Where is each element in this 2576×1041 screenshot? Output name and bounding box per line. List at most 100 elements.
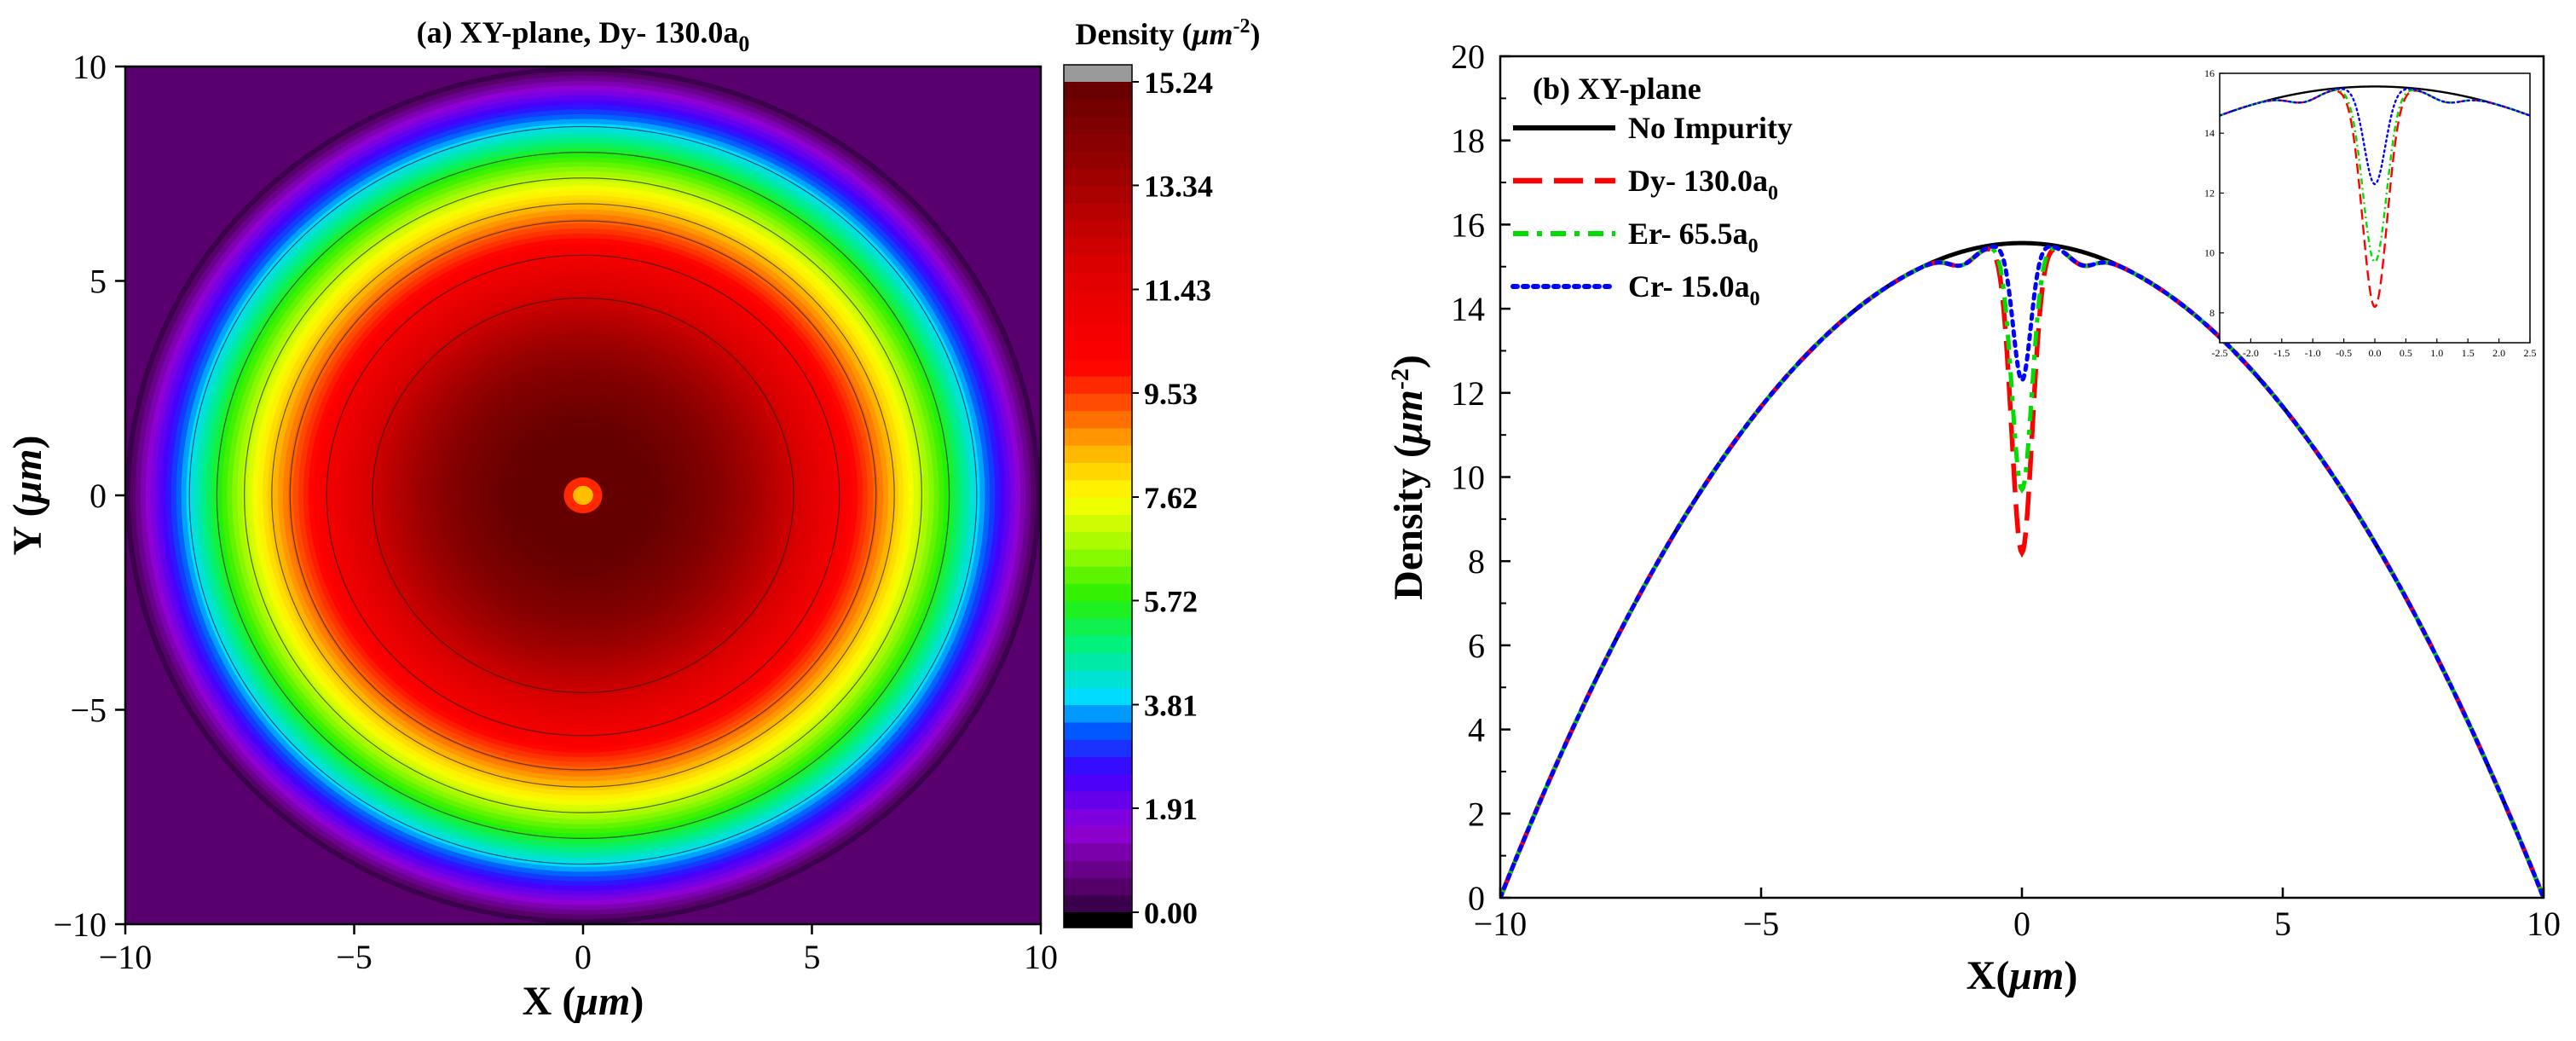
colorbar-band bbox=[1064, 462, 1132, 481]
inset-x-tick-label: -1.5 bbox=[2273, 347, 2290, 359]
legend-label: Cr- 15.0a0 bbox=[1628, 269, 1760, 310]
heatmap-title: (a) XY-plane, Dy- 130.0a0 bbox=[417, 15, 750, 56]
legend-label: Dy- 130.0a0 bbox=[1628, 164, 1778, 205]
inset-x-tick-label: 0.0 bbox=[2369, 347, 2382, 359]
legend-label-name: Cr- 15.0a bbox=[1628, 269, 1750, 304]
colorbar-band bbox=[1064, 393, 1132, 412]
colorbar-band bbox=[1064, 99, 1132, 118]
inset-x-tick-label: -2.5 bbox=[2212, 347, 2228, 359]
colorbar-band bbox=[1064, 254, 1132, 273]
impurity-core bbox=[573, 485, 593, 506]
colorbar-band bbox=[1064, 600, 1132, 619]
legend-label-name: No Impurity bbox=[1628, 111, 1793, 145]
colorbar-under-cap bbox=[1064, 912, 1132, 928]
x-tick-label: 0 bbox=[2013, 905, 2030, 943]
colorbar-tick-label: 7.62 bbox=[1144, 481, 1198, 515]
y-tick-label: 0 bbox=[1468, 879, 1485, 917]
y-tick-label: 0 bbox=[90, 477, 107, 515]
heatmap-axes: −10−10 −5 −5 0 0 5 5 10 10 bbox=[53, 48, 1058, 976]
colorbar-band bbox=[1064, 324, 1132, 342]
legend-label-name: Er- 65.5a bbox=[1628, 217, 1748, 251]
colorbar-band bbox=[1064, 842, 1132, 861]
colorbar-band bbox=[1064, 704, 1132, 723]
colorbar-band bbox=[1064, 116, 1132, 135]
inset-x-tick-label: -1.0 bbox=[2305, 347, 2321, 359]
inset-x-tick-label: 0.5 bbox=[2400, 347, 2412, 359]
colorbar-band bbox=[1064, 341, 1132, 360]
colorbar-band bbox=[1064, 427, 1132, 446]
colorbar-band bbox=[1064, 203, 1132, 221]
colorbar-band bbox=[1064, 168, 1132, 187]
colorbar-band bbox=[1064, 566, 1132, 585]
colorbar-band bbox=[1064, 410, 1132, 429]
y-tick-label: 6 bbox=[1468, 627, 1485, 665]
colorbar-band bbox=[1064, 306, 1132, 325]
legend-label-subscript: 0 bbox=[1750, 288, 1760, 310]
colorbar-band bbox=[1064, 894, 1132, 913]
x-tick-label: −10 bbox=[1474, 905, 1528, 943]
colorbar-band bbox=[1064, 497, 1132, 515]
colorbar-band bbox=[1064, 825, 1132, 844]
contour-line bbox=[188, 125, 978, 865]
y-tick-label: 18 bbox=[1451, 122, 1485, 160]
contour-line bbox=[372, 298, 794, 693]
colorbar-band bbox=[1064, 237, 1132, 256]
x-tick-label: 5 bbox=[2274, 905, 2291, 943]
x-tick-label: −5 bbox=[1743, 905, 1780, 943]
series-line bbox=[1500, 244, 2544, 898]
heatmap-x-axis-label: X (μm) bbox=[523, 979, 644, 1024]
colorbar-tick-label: 13.34 bbox=[1144, 169, 1213, 203]
inset-x-tick-label: 1.5 bbox=[2462, 347, 2475, 359]
legend-label: Er- 65.5a0 bbox=[1628, 217, 1759, 257]
x-tick-label: −10 bbox=[99, 938, 153, 976]
colorbar-band bbox=[1064, 445, 1132, 464]
legend-label-subscript: 0 bbox=[1768, 182, 1778, 205]
contour-line bbox=[289, 220, 877, 771]
series-line bbox=[1500, 246, 2544, 898]
inset-y-tick-label: 8 bbox=[2209, 307, 2215, 319]
y-tick-label: 4 bbox=[1468, 711, 1485, 749]
legend-label: No Impurity bbox=[1628, 111, 1793, 145]
x-tick-label: 5 bbox=[804, 938, 821, 976]
y-tick-label: −5 bbox=[70, 691, 107, 730]
y-tick-label: 2 bbox=[1468, 795, 1485, 833]
colorbar-band bbox=[1064, 375, 1132, 394]
colorbar-tick-label: 1.91 bbox=[1144, 792, 1198, 826]
colorbar-band bbox=[1064, 514, 1132, 533]
heatmap-panel: (a) XY-plane, Dy- 130.0a0 −10−10 −5 −5 0 0 5 5… bbox=[5, 15, 1261, 1024]
y-tick-label: 16 bbox=[1451, 205, 1485, 244]
line-axes: −10 −5 0 5 10 0 2 4 6 8 10 12 14 16 18 20 bbox=[1451, 38, 2561, 943]
inset-series-line bbox=[2220, 85, 2530, 117]
colorbar-title: Density (μm-2) bbox=[1075, 15, 1260, 51]
colorbar-band bbox=[1064, 808, 1132, 827]
colorbar-band bbox=[1064, 185, 1132, 204]
colorbar-band bbox=[1064, 548, 1132, 567]
colorbar-band bbox=[1064, 82, 1132, 100]
contour-line bbox=[244, 177, 922, 813]
colorbar-band bbox=[1064, 358, 1132, 377]
colorbar-band bbox=[1064, 669, 1132, 688]
colorbar-band bbox=[1064, 272, 1132, 291]
colorbar-tick-label: 0.00 bbox=[1144, 896, 1198, 930]
colorbar-tick-label: 11.43 bbox=[1144, 274, 1211, 308]
y-tick-label: 5 bbox=[90, 263, 107, 301]
inset-y-tick-label: 10 bbox=[2204, 247, 2215, 259]
inset-x-tick-label: 1.0 bbox=[2430, 347, 2443, 359]
colorbar-band bbox=[1064, 583, 1132, 602]
colorbar-band bbox=[1064, 531, 1132, 550]
contour-line bbox=[271, 203, 895, 788]
y-tick-label: −10 bbox=[53, 905, 107, 944]
inset-lines bbox=[2220, 85, 2530, 309]
colorbar-tick-label: 5.72 bbox=[1144, 584, 1198, 618]
colorbar-band bbox=[1064, 635, 1132, 654]
y-tick-label: 10 bbox=[1451, 459, 1485, 497]
legend-label-subscript: 0 bbox=[1748, 235, 1759, 257]
colorbar-band bbox=[1064, 133, 1132, 152]
heatmap-plot bbox=[125, 67, 1041, 924]
colorbar-band bbox=[1064, 739, 1132, 757]
colorbar-band bbox=[1064, 877, 1132, 896]
inset-x-tick-label: 2.0 bbox=[2492, 347, 2505, 359]
colorbar-band bbox=[1064, 773, 1132, 792]
